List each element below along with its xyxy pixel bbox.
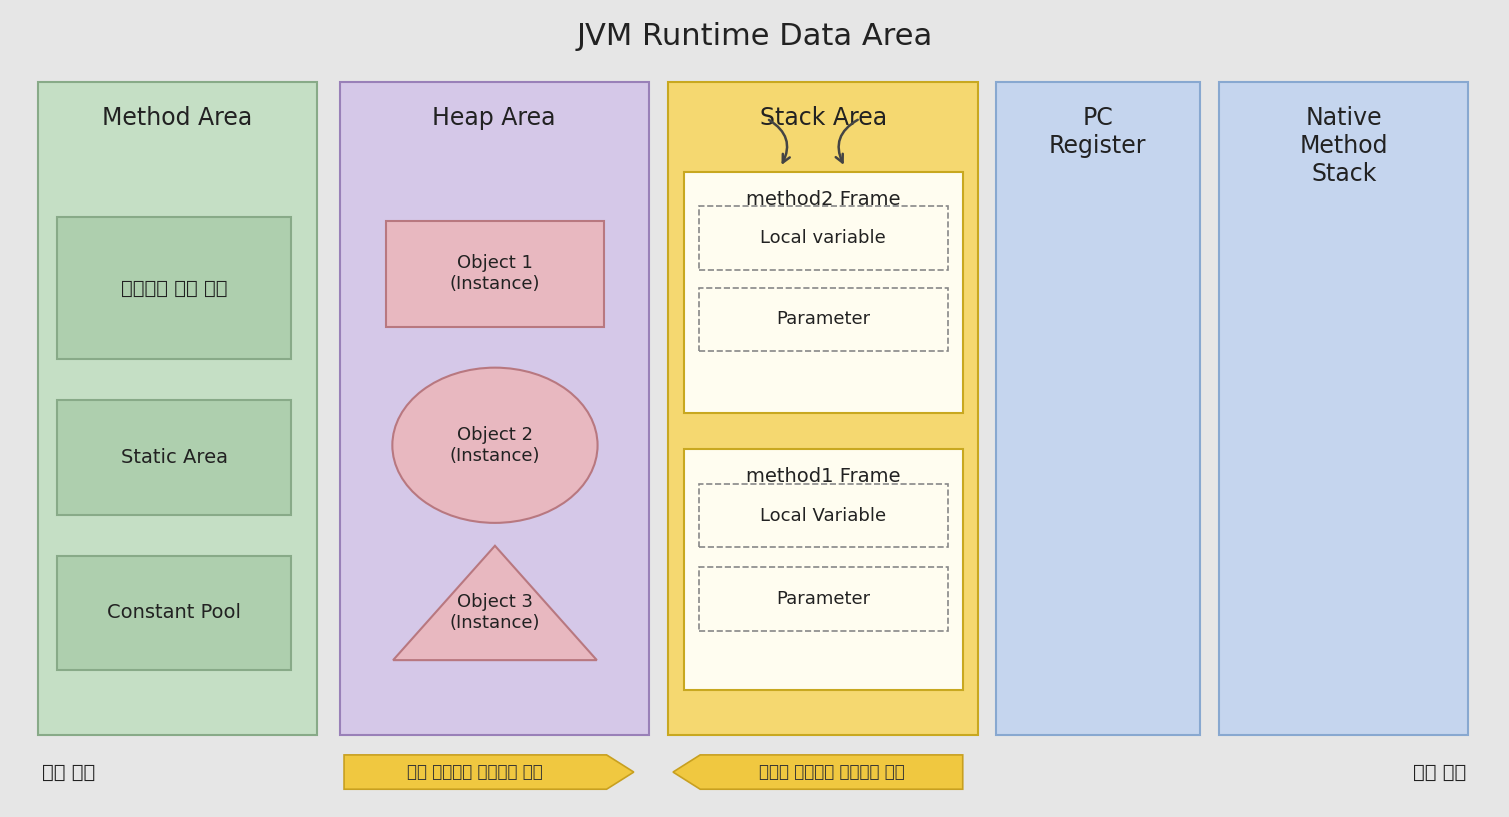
FancyBboxPatch shape [386, 221, 604, 327]
Text: Stack Area: Stack Area [759, 106, 887, 130]
Text: method2 Frame: method2 Frame [745, 190, 901, 208]
Text: 스택이 메모리를 차지하는 방향: 스택이 메모리를 차지하는 방향 [759, 763, 904, 781]
Text: PC
Register: PC Register [1049, 106, 1147, 158]
FancyBboxPatch shape [57, 400, 291, 515]
Ellipse shape [392, 368, 598, 523]
FancyArrowPatch shape [770, 120, 789, 163]
FancyBboxPatch shape [38, 82, 317, 735]
Polygon shape [392, 546, 598, 660]
FancyBboxPatch shape [699, 567, 948, 631]
FancyBboxPatch shape [699, 288, 948, 351]
FancyBboxPatch shape [699, 484, 948, 547]
FancyBboxPatch shape [684, 172, 963, 413]
FancyBboxPatch shape [1219, 82, 1468, 735]
Text: 높은 주소: 높은 주소 [1414, 762, 1467, 782]
Text: Heap Area: Heap Area [433, 106, 555, 130]
Text: Native
Method
Stack: Native Method Stack [1299, 106, 1388, 185]
Text: Parameter: Parameter [776, 590, 871, 608]
Text: Static Area: Static Area [121, 448, 228, 467]
Polygon shape [673, 755, 963, 789]
Text: Method Area: Method Area [103, 106, 252, 130]
Text: Object 2
(Instance): Object 2 (Instance) [450, 426, 540, 465]
Text: 낙은 주소: 낙은 주소 [42, 762, 95, 782]
Polygon shape [344, 755, 634, 789]
FancyBboxPatch shape [699, 206, 948, 270]
Text: Local variable: Local variable [761, 229, 886, 247]
FancyBboxPatch shape [340, 82, 649, 735]
Text: 프로그램 실행 코드: 프로그램 실행 코드 [121, 279, 228, 297]
FancyBboxPatch shape [996, 82, 1200, 735]
Text: JVM Runtime Data Area: JVM Runtime Data Area [576, 22, 933, 51]
Text: 힙이 메모리를 차지하는 방향: 힙이 메모리를 차지하는 방향 [407, 763, 543, 781]
FancyBboxPatch shape [684, 449, 963, 690]
FancyBboxPatch shape [57, 556, 291, 670]
Text: Parameter: Parameter [776, 310, 871, 328]
FancyArrowPatch shape [836, 120, 857, 163]
Text: Local Variable: Local Variable [761, 507, 886, 525]
FancyBboxPatch shape [57, 217, 291, 359]
FancyBboxPatch shape [668, 82, 978, 735]
Text: method1 Frame: method1 Frame [745, 467, 901, 486]
Text: Object 3
(Instance): Object 3 (Instance) [450, 593, 540, 632]
Text: Constant Pool: Constant Pool [107, 603, 241, 623]
Text: Object 1
(Instance): Object 1 (Instance) [450, 254, 540, 293]
